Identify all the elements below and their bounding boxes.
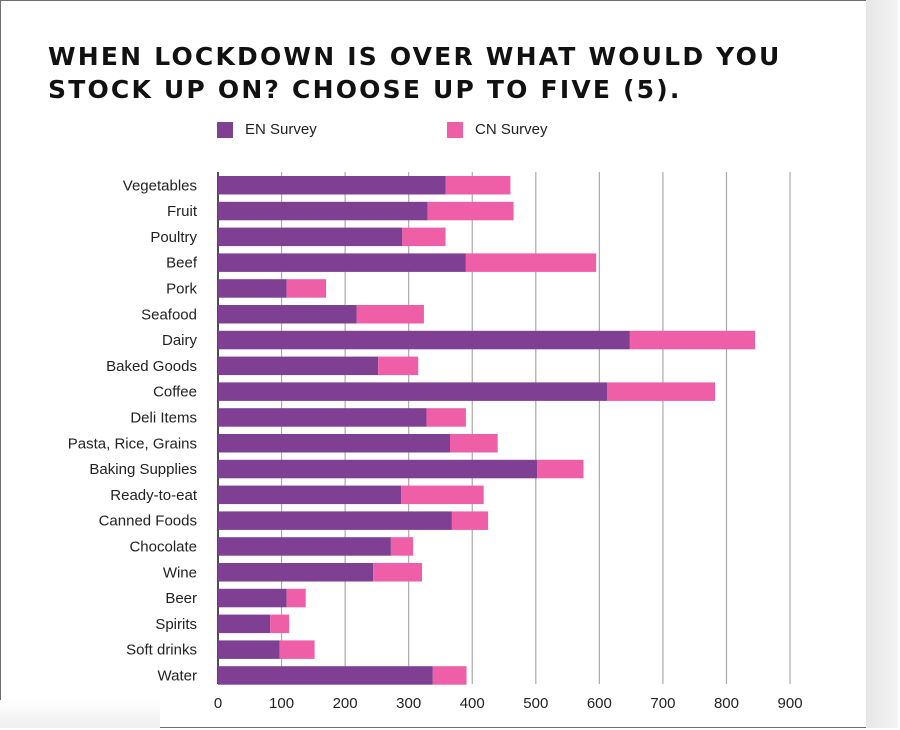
bar-en-survey-deli-items: [218, 408, 427, 427]
legend-swatch-en-survey: [217, 121, 233, 138]
bar-cn-survey-beef: [465, 253, 597, 272]
category-label-baked-goods: Baked Goods: [106, 358, 197, 375]
bar-cn-survey-fruit: [427, 201, 514, 221]
bar-cn-survey-wine: [373, 563, 423, 582]
category-label-beer: Beer: [165, 590, 197, 607]
bar-cn-survey-poultry: [402, 227, 446, 247]
bar-cn-survey-coffee: [606, 382, 716, 401]
x-tick-label-300: 300: [396, 695, 421, 712]
legend-item-en-survey: EN Survey: [217, 121, 317, 138]
chart-title-line-1: WHEN LOCKDOWN IS OVER WHAT WOULD YOU: [48, 42, 782, 71]
bar-en-survey-water: [218, 666, 433, 685]
category-label-poultry: Poultry: [150, 229, 197, 246]
bar-cn-survey-soft-drinks: [279, 640, 315, 659]
category-label-deli-items: Deli Items: [130, 409, 197, 426]
bar-en-survey-chocolate: [218, 537, 391, 556]
bar-cn-survey-spirits: [270, 614, 290, 634]
bar-en-survey-soft-drinks: [218, 640, 280, 659]
category-label-wine: Wine: [163, 564, 197, 581]
legend-swatch-cn-survey: [447, 121, 463, 138]
x-tick-label-200: 200: [333, 695, 358, 712]
bar-cn-survey-canned-foods: [451, 511, 489, 530]
category-label-seafood: Seafood: [141, 306, 197, 323]
bar-en-survey-pork: [218, 279, 287, 298]
bar-en-survey-vegetables: [218, 176, 446, 195]
chart-title-line-2: STOCK UP ON? CHOOSE UP TO FIVE (5).: [48, 75, 682, 104]
bar-cn-survey-baked-goods: [378, 356, 419, 376]
category-label-pasta-rice-grains: Pasta, Rice, Grains: [68, 435, 197, 452]
category-label-water: Water: [158, 667, 197, 684]
legend-label-cn-survey: CN Survey: [475, 121, 548, 138]
category-label-fruit: Fruit: [167, 203, 198, 220]
bar-cn-survey-ready-to-eat: [401, 485, 484, 505]
category-label-spirits: Spirits: [155, 616, 197, 633]
bar-cn-survey-chocolate: [390, 537, 414, 556]
bar-en-survey-beef: [218, 253, 466, 272]
page-shadow-right: [866, 0, 898, 728]
category-label-coffee: Coffee: [153, 384, 197, 401]
category-label-beef: Beef: [166, 255, 198, 272]
bar-en-survey-coffee: [218, 382, 607, 401]
category-label-pork: Pork: [166, 280, 197, 297]
category-label-soft-drinks: Soft drinks: [126, 642, 197, 659]
bar-cn-survey-dairy: [629, 330, 756, 350]
x-tick-label-0: 0: [214, 695, 222, 712]
bar-en-survey-poultry: [218, 227, 403, 247]
bar-en-survey-spirits: [218, 614, 271, 634]
bar-cn-survey-beer: [286, 588, 306, 608]
bar-cn-survey-seafood: [356, 305, 424, 324]
category-label-dairy: Dairy: [162, 332, 198, 349]
category-label-ready-to-eat: Ready-to-eat: [110, 487, 198, 504]
category-label-vegetables: Vegetables: [123, 177, 197, 194]
x-tick-label-100: 100: [269, 695, 294, 712]
bar-en-survey-canned-foods: [218, 511, 452, 530]
chart-title: WHEN LOCKDOWN IS OVER WHAT WOULD YOU STO…: [48, 40, 848, 106]
x-tick-label-500: 500: [523, 695, 548, 712]
bar-cn-survey-baking-supplies: [537, 459, 584, 479]
legend-label-en-survey: EN Survey: [245, 121, 317, 138]
x-tick-label-400: 400: [460, 695, 485, 712]
bar-en-survey-wine: [218, 563, 374, 582]
bar-cn-survey-vegetables: [445, 176, 511, 195]
bar-en-survey-ready-to-eat: [218, 485, 402, 505]
legend-item-cn-survey: CN Survey: [447, 121, 548, 138]
bar-en-survey-dairy: [218, 330, 630, 350]
bar-cn-survey-water: [432, 666, 467, 685]
category-label-baking-supplies: Baking Supplies: [89, 461, 197, 478]
x-tick-label-600: 600: [587, 695, 612, 712]
bar-en-survey-beer: [218, 588, 287, 608]
bar-cn-survey-pork: [286, 279, 327, 298]
bar-en-survey-fruit: [218, 201, 428, 221]
x-tick-label-700: 700: [650, 695, 675, 712]
bar-en-survey-baked-goods: [218, 356, 379, 376]
category-label-chocolate: Chocolate: [129, 538, 197, 555]
bar-en-survey-baking-supplies: [218, 459, 538, 479]
bar-en-survey-pasta-rice-grains: [218, 434, 450, 453]
page-shadow-bottom: [0, 700, 160, 728]
bar-cn-survey-deli-items: [426, 408, 466, 427]
bar-en-survey-seafood: [218, 305, 357, 324]
chart-legend: EN Survey CN Survey: [0, 121, 900, 143]
x-tick-label-900: 900: [778, 695, 803, 712]
x-tick-label-800: 800: [714, 695, 739, 712]
category-label-canned-foods: Canned Foods: [99, 513, 197, 530]
bar-cn-survey-pasta-rice-grains: [449, 434, 498, 453]
